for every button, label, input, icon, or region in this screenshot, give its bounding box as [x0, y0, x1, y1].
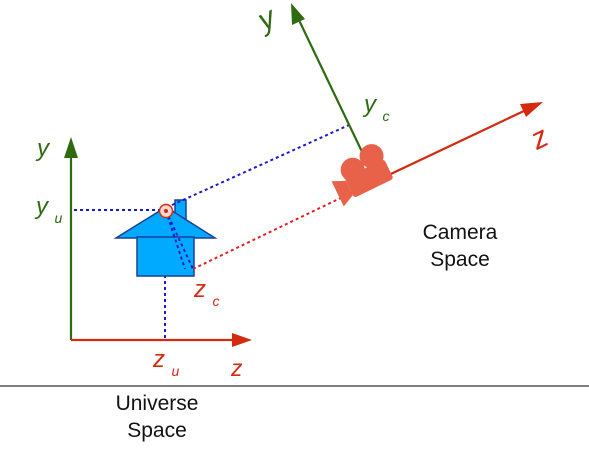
universe-space-caption-line1: Universe: [115, 392, 199, 415]
camera-z-axis-label: z: [525, 120, 554, 157]
universe-space-caption-line2: Space: [127, 419, 187, 442]
zu-label-main: z: [152, 346, 165, 373]
zc-label-sub: c: [212, 293, 219, 309]
universe-z-axis-label: z: [230, 355, 243, 381]
yu-label-sub: u: [54, 210, 62, 226]
house-to-yc-projection-line: [171, 124, 350, 206]
universe-y-arrowhead: [64, 137, 78, 158]
camera-y-arrowhead: [291, 3, 305, 25]
camera-space-caption: Camera Space: [400, 219, 520, 273]
universe-z-arrowhead: [232, 333, 252, 347]
yc-label-main: y: [362, 91, 378, 118]
universe-y-axis-label: y: [35, 135, 51, 162]
universe-space-caption: Universe Space: [97, 390, 217, 444]
zc-label: z c: [193, 276, 219, 309]
yu-label-main: y: [34, 193, 50, 220]
camera-z-axis: [375, 109, 527, 182]
target-point-icon: [158, 203, 174, 219]
zu-label-sub: u: [171, 363, 179, 379]
zu-label: z u: [152, 346, 179, 379]
house-icon: [113, 199, 218, 277]
camera-z-arrowhead: [520, 102, 543, 117]
house-to-zc-line-2: [165, 210, 186, 270]
yu-label: y u: [34, 193, 62, 226]
camera-space-caption-line1: Camera: [422, 221, 498, 244]
camera-space-caption-line2: Space: [430, 248, 490, 271]
movie-camera-icon: [331, 144, 393, 207]
yc-label: y c: [362, 91, 389, 124]
camera-y-axis-label: y: [251, 0, 283, 38]
house-to-zc-line-1: [165, 210, 194, 270]
zc-label-main: z: [193, 276, 206, 303]
house-body: [136, 236, 195, 277]
yc-label-sub: c: [382, 108, 389, 124]
